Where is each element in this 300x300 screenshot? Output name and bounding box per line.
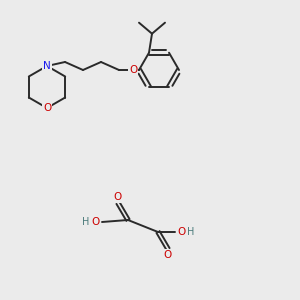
Text: N: N bbox=[43, 61, 51, 71]
Text: O: O bbox=[91, 217, 99, 227]
Text: O: O bbox=[164, 250, 172, 260]
Text: O: O bbox=[43, 103, 51, 113]
Text: O: O bbox=[114, 192, 122, 202]
Text: O: O bbox=[178, 227, 186, 237]
Text: O: O bbox=[129, 65, 137, 75]
Text: H: H bbox=[187, 227, 195, 237]
Text: H: H bbox=[82, 217, 90, 227]
